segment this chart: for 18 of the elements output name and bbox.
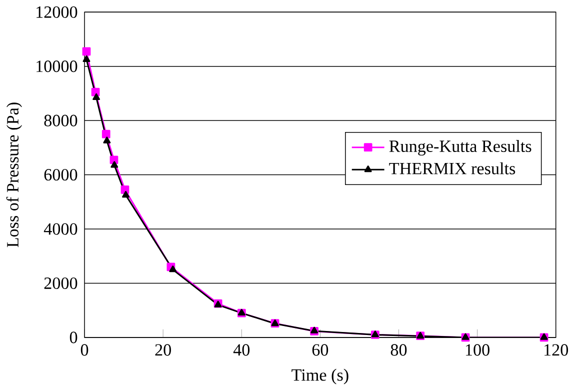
y-axis-title: Loss of Pressure (Pa) <box>6 102 22 248</box>
x-tick-label: 80 <box>390 344 407 356</box>
x-tick-label: 60 <box>312 344 328 356</box>
y-tick-label: 0 <box>70 332 78 344</box>
legend-label: Runge-Kutta Results <box>389 140 532 156</box>
legend-label: THERMIX results <box>389 162 516 175</box>
y-tick-label: 12000 <box>36 6 78 18</box>
x-tick-label: 100 <box>466 344 490 356</box>
y-tick-label: 10000 <box>36 60 78 72</box>
x-tick-label: 20 <box>155 344 171 356</box>
y-tick-label: 2000 <box>44 278 78 290</box>
y-tick-label: 4000 <box>44 223 78 235</box>
x-tick-label: 0 <box>80 344 88 356</box>
y-tick-label: 6000 <box>44 169 78 181</box>
x-tick-label: 40 <box>233 344 250 356</box>
x-tick-label: 120 <box>544 344 568 356</box>
y-tick-label: 8000 <box>44 114 78 127</box>
x-axis-title: Time (s) <box>292 368 348 384</box>
